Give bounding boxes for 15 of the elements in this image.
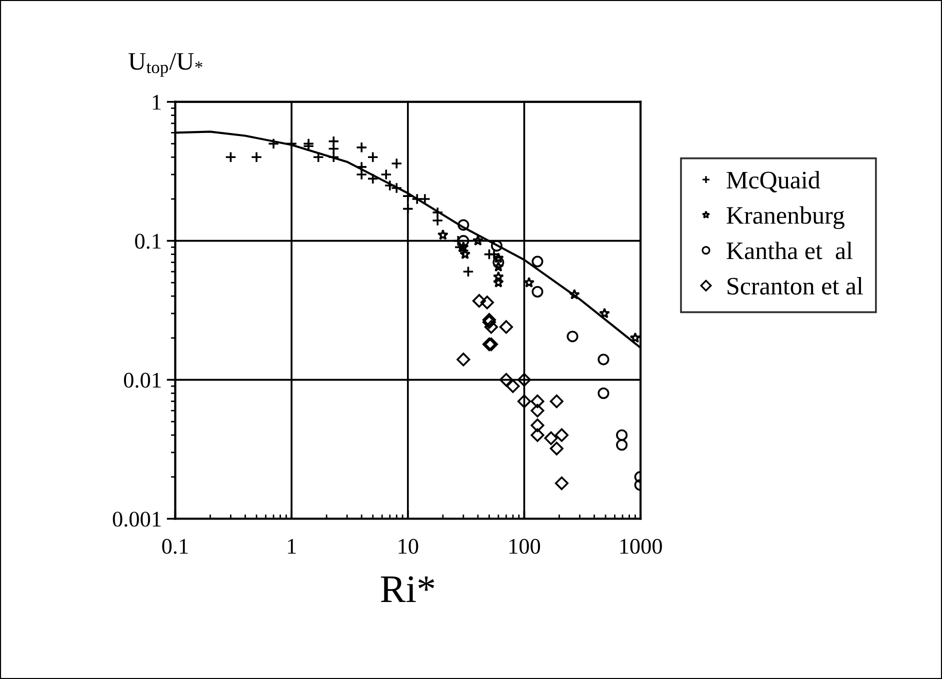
x-tick-label: 1 [288,538,296,554]
y-tick-label: 0.01 [124,372,161,388]
y-tick-label: 1 [152,94,161,110]
x-tick-label: 100 [510,538,540,554]
legend-label: Kranenburg [726,206,844,230]
x-tick-label: 0.1 [162,538,188,554]
y-tick-label: 0.1 [135,234,161,249]
y-tick-label: 0.001 [112,512,161,527]
legend-label: McQuaid [726,170,820,192]
legend-label: Scranton et al [728,277,863,295]
legend-label: Kantha et al [726,242,853,260]
x-axis-title: Ri* [380,576,434,602]
y-axis-title: U$_{top}$/U$_{*}$ [128,53,202,77]
x-tick-label: 1000 [620,538,662,554]
x-tick-label: 10 [398,538,418,554]
